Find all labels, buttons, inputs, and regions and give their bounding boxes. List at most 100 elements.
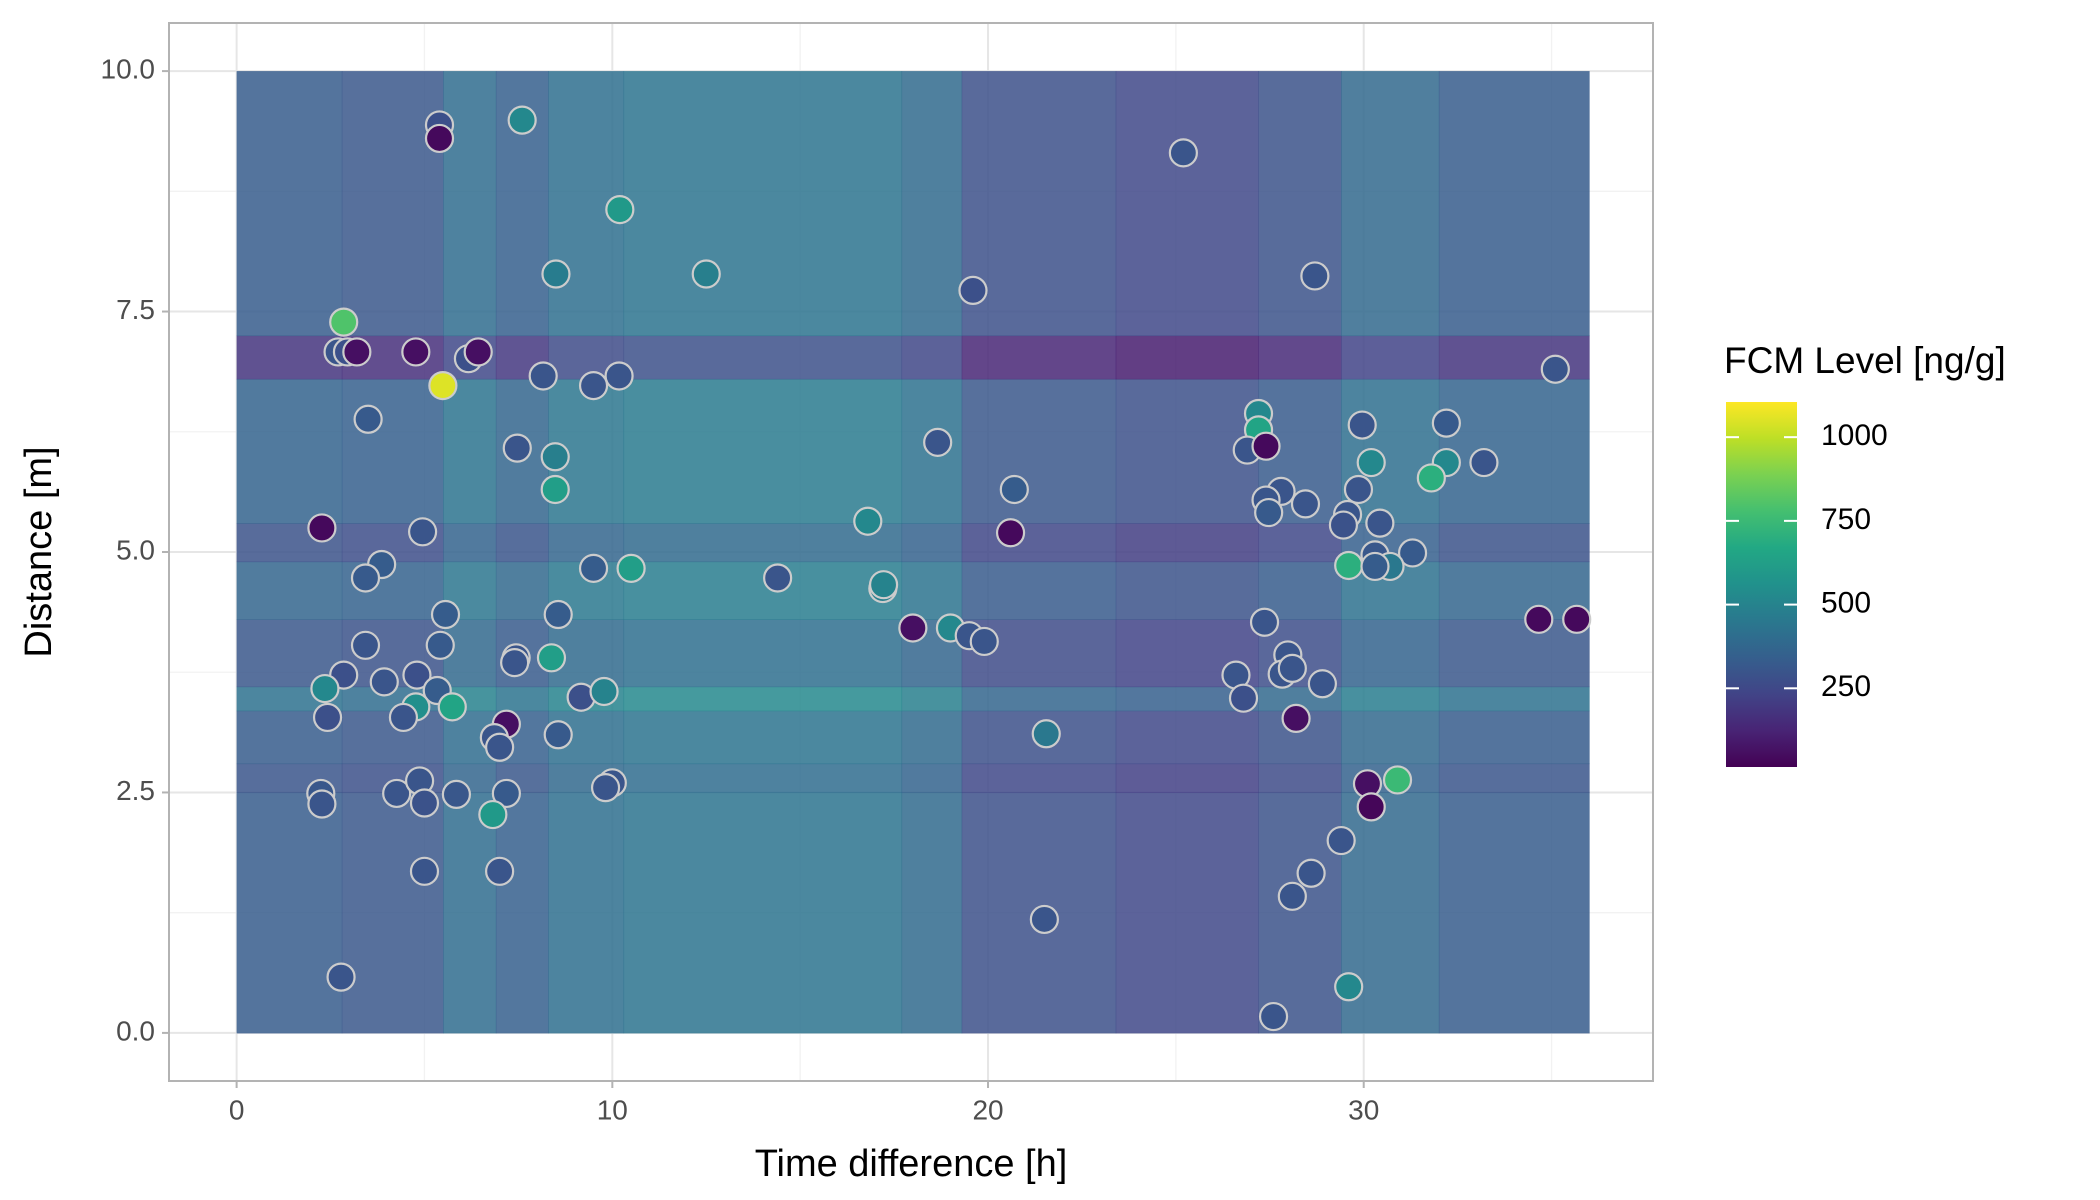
data-point bbox=[999, 474, 1029, 505]
data-point bbox=[1031, 719, 1061, 749]
heatmap-cell bbox=[443, 523, 497, 563]
data-point bbox=[382, 778, 412, 809]
heatmap-cell bbox=[1258, 523, 1342, 563]
heatmap-cell bbox=[623, 523, 903, 563]
heatmap-cell bbox=[901, 561, 963, 620]
y-tick-label: 2.5 bbox=[116, 775, 155, 806]
data-point bbox=[401, 337, 431, 367]
data-point bbox=[1249, 607, 1280, 637]
data-point bbox=[500, 648, 530, 678]
data-point bbox=[605, 194, 635, 225]
data-point bbox=[1328, 510, 1359, 540]
data-point bbox=[502, 433, 532, 463]
data-point bbox=[589, 676, 619, 707]
colorbar-label: 250 bbox=[1821, 670, 1871, 703]
data-point bbox=[409, 788, 440, 818]
heatmap-cell bbox=[1438, 523, 1590, 563]
data-point bbox=[1258, 1001, 1289, 1032]
data-point bbox=[1356, 447, 1386, 478]
heatmap-cell bbox=[1115, 710, 1260, 765]
data-point bbox=[1296, 858, 1326, 888]
heatmap-cell bbox=[236, 378, 343, 524]
heatmap-cell bbox=[623, 619, 903, 688]
data-point bbox=[1347, 410, 1377, 440]
heatmap-cell bbox=[1115, 763, 1260, 793]
heatmap-cell bbox=[961, 335, 1117, 380]
data-point bbox=[578, 371, 609, 401]
colorbar bbox=[1726, 402, 1797, 767]
heatmap-cell bbox=[901, 792, 963, 1034]
heatmap-cell bbox=[901, 710, 963, 765]
data-point bbox=[543, 720, 573, 750]
data-point bbox=[1290, 489, 1321, 519]
data-point bbox=[1029, 904, 1059, 935]
heatmap-cell bbox=[1438, 619, 1590, 688]
data-point bbox=[1228, 683, 1259, 713]
heatmap-cell bbox=[901, 763, 963, 793]
data-point bbox=[1365, 508, 1395, 538]
data-point bbox=[407, 517, 438, 547]
heatmap-cell bbox=[901, 71, 963, 337]
data-point bbox=[369, 667, 399, 697]
legend-title: FCM Level [ng/g] bbox=[1724, 340, 2006, 381]
heatmap-cell bbox=[623, 763, 903, 793]
data-point bbox=[1540, 354, 1570, 384]
data-point bbox=[402, 660, 432, 690]
heatmap-cell bbox=[495, 523, 549, 563]
heatmap-cell bbox=[341, 378, 444, 524]
data-point bbox=[1254, 497, 1284, 528]
heatmap-cell bbox=[623, 686, 903, 712]
heatmap-cell bbox=[548, 792, 625, 1034]
data-point bbox=[923, 427, 953, 457]
heatmap-cell bbox=[1438, 686, 1590, 712]
heatmap-cell bbox=[548, 523, 625, 563]
heatmap-cell bbox=[236, 792, 343, 1034]
data-point bbox=[763, 563, 793, 593]
data-point bbox=[353, 404, 383, 434]
heatmap-cell bbox=[341, 792, 444, 1034]
heatmap-cell bbox=[1115, 523, 1260, 563]
x-axis-title: Time difference [h] bbox=[755, 1143, 1068, 1185]
data-point bbox=[1562, 604, 1592, 634]
data-point bbox=[1343, 474, 1374, 505]
data-point bbox=[528, 361, 558, 391]
data-point bbox=[463, 337, 493, 367]
data-point bbox=[1416, 463, 1446, 493]
data-point bbox=[1277, 881, 1307, 911]
heatmap-cell bbox=[961, 686, 1117, 712]
data-point bbox=[1431, 408, 1461, 438]
heatmap-cell bbox=[443, 792, 497, 1034]
data-point bbox=[441, 779, 472, 809]
data-point bbox=[409, 856, 440, 886]
data-point bbox=[691, 259, 721, 289]
data-point bbox=[1281, 703, 1311, 733]
heatmap-cell bbox=[1341, 710, 1440, 765]
heatmap-cell bbox=[1438, 763, 1590, 793]
heatmap-cell bbox=[961, 378, 1117, 524]
data-point bbox=[1360, 551, 1390, 582]
heatmap-cell bbox=[901, 686, 963, 712]
colorbar-label: 750 bbox=[1821, 503, 1871, 536]
heatmap-cell bbox=[1438, 561, 1590, 620]
data-point bbox=[1277, 653, 1307, 683]
data-point bbox=[310, 673, 340, 704]
heatmap-cell bbox=[1115, 335, 1260, 380]
data-point bbox=[1251, 431, 1281, 461]
data-point bbox=[1326, 825, 1356, 856]
heatmap-cell bbox=[961, 561, 1117, 620]
heatmap-cell bbox=[623, 335, 903, 380]
data-point bbox=[307, 789, 337, 819]
data-point bbox=[428, 371, 458, 401]
data-point bbox=[437, 692, 467, 722]
x-tick-label: 30 bbox=[1348, 1094, 1379, 1125]
data-point bbox=[958, 275, 988, 305]
data-point bbox=[424, 123, 455, 154]
data-point bbox=[590, 773, 621, 803]
heatmap-cell bbox=[1341, 686, 1440, 712]
heatmap-cell bbox=[236, 71, 343, 337]
data-point bbox=[604, 361, 634, 391]
data-point bbox=[616, 553, 646, 583]
data-point bbox=[491, 778, 521, 809]
data-point bbox=[1524, 604, 1554, 634]
